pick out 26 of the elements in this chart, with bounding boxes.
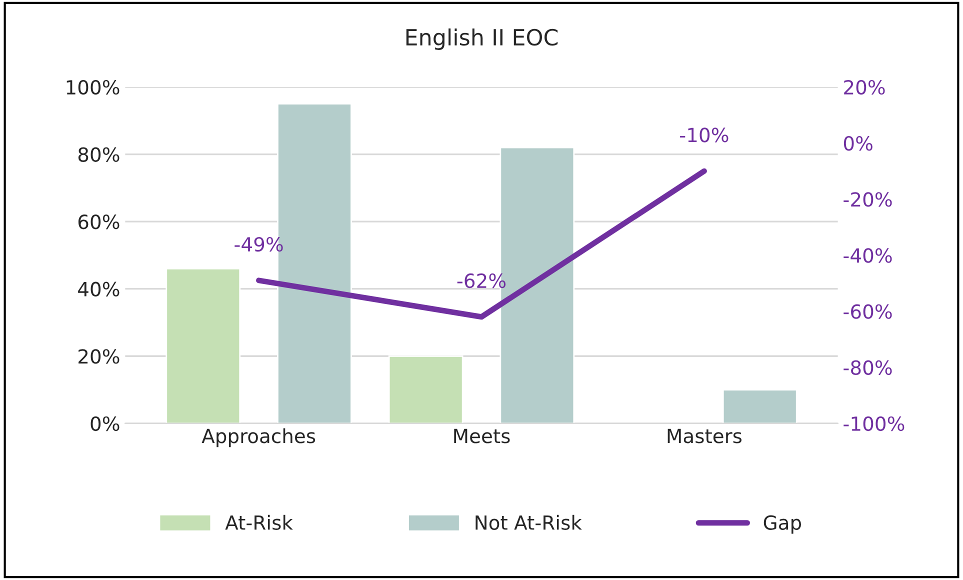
bar — [388, 355, 464, 424]
y-tick-label: 40% — [78, 282, 120, 297]
legend-label: Gap — [764, 515, 802, 534]
legend-label: Not At-Risk — [476, 514, 582, 530]
bar — [722, 389, 798, 424]
y2-tick-label: -80% — [844, 360, 892, 375]
y2-tick-label: -100% — [844, 416, 904, 432]
data-label: -49% — [234, 236, 283, 252]
x-tick-label: Meets — [454, 428, 510, 444]
y2-tick-label: -20% — [844, 192, 892, 207]
y-tick-label: 80% — [78, 147, 120, 162]
y2-tick-label: -40% — [844, 248, 892, 263]
y-tick-label: 0% — [90, 416, 120, 432]
chart-title: English II EOC — [406, 28, 558, 50]
bar — [166, 268, 241, 424]
y2-tick-label: 20% — [844, 80, 885, 95]
y2-tick-label: 0% — [844, 136, 872, 151]
data-label: -62% — [457, 273, 506, 288]
data-label: -10% — [680, 128, 728, 142]
y-tick-label: 100% — [66, 80, 120, 95]
y-tick-label: 60% — [78, 214, 120, 230]
x-tick-label: Approaches — [202, 428, 316, 448]
x-tick-label: Masters — [668, 428, 742, 444]
y-tick-label: 20% — [78, 349, 120, 364]
legend-label: At-Risk — [225, 514, 293, 530]
y2-tick-label: -60% — [844, 304, 892, 319]
